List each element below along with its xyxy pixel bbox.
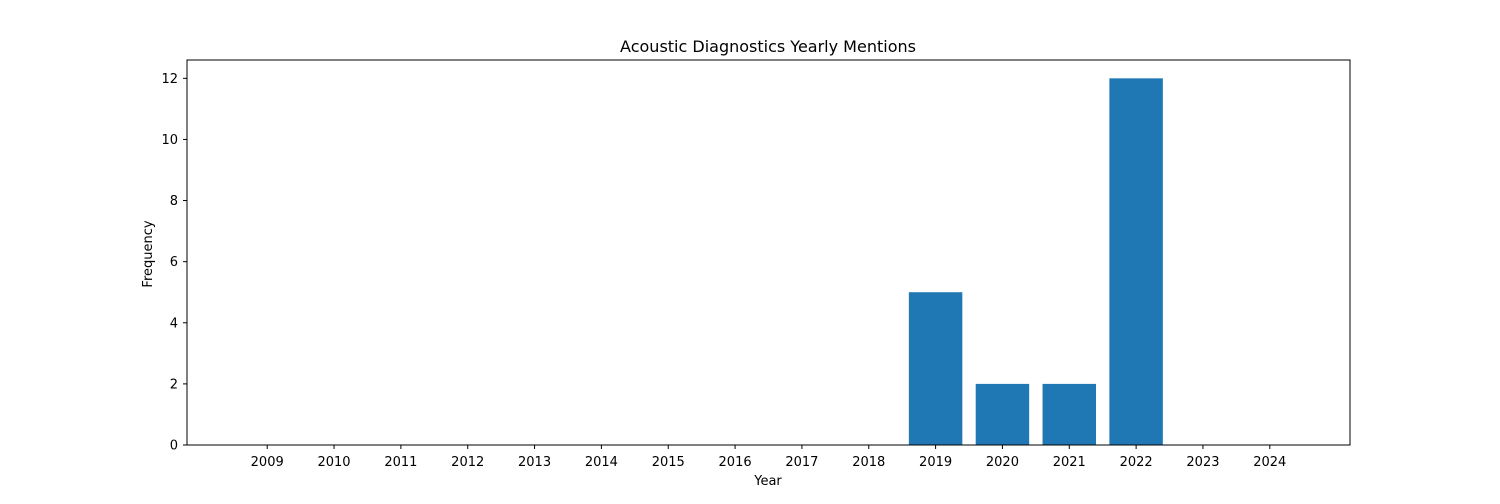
y-ticks-layer: 0 2 4 6 8 10 12 — [161, 72, 187, 454]
x-tick-label: 2010 — [317, 455, 350, 470]
x-tick-label: 2014 — [585, 455, 618, 470]
x-axis-label: Year — [753, 474, 782, 489]
x-tick-label: 2017 — [785, 455, 818, 470]
plot-frame — [186, 59, 1351, 446]
x-tick-label: 2015 — [652, 455, 685, 470]
y-tick-label: 6 — [170, 255, 178, 270]
bar-2022 — [1109, 78, 1163, 445]
bar-2019 — [908, 292, 963, 445]
y-tick-label: 4 — [170, 316, 178, 331]
x-tick-label: 2018 — [852, 455, 885, 470]
x-tick-label: 2019 — [919, 455, 952, 470]
y-tick-label: 8 — [170, 194, 178, 209]
x-tick-label: 2020 — [986, 455, 1019, 470]
x-tick-label: 2024 — [1253, 455, 1286, 470]
bars-layer — [908, 78, 1163, 445]
x-tick-label: 2013 — [518, 455, 551, 470]
x-tick-label: 2016 — [719, 455, 752, 470]
y-tick-label: 2 — [170, 377, 178, 392]
bar-2021 — [1042, 383, 1097, 445]
y-tick-label: 10 — [161, 133, 178, 148]
chart-title: Acoustic Diagnostics Yearly Mentions — [620, 37, 916, 56]
x-tick-label: 2011 — [384, 455, 417, 470]
x-tick-label: 2021 — [1053, 455, 1086, 470]
x-ticks-layer: 2009 2010 2011 2012 2013 2014 2015 2016 2017 2018… — [251, 445, 1286, 470]
bar-2020 — [975, 383, 1030, 445]
y-tick-label: 12 — [161, 72, 178, 87]
y-axis-label: Frequency — [141, 220, 156, 287]
x-tick-label: 2023 — [1186, 455, 1219, 470]
y-tick-label: 0 — [170, 439, 178, 454]
x-tick-label: 2012 — [451, 455, 484, 470]
x-tick-label: 2009 — [251, 455, 284, 470]
x-tick-label: 2022 — [1120, 455, 1153, 470]
